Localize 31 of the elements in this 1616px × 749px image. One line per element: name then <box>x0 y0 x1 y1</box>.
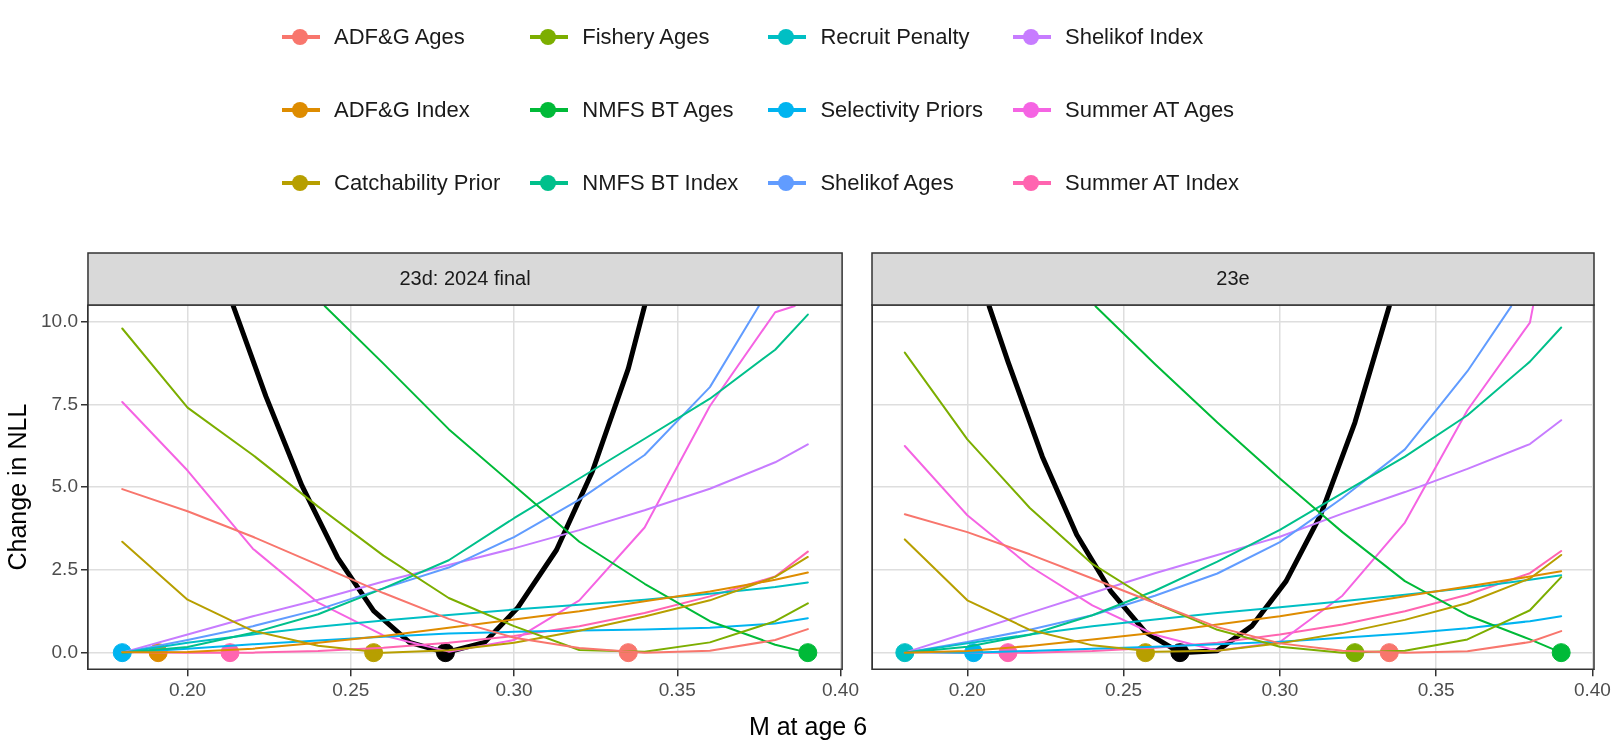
legend-label: Shelikof Index <box>1064 23 1204 50</box>
y-tick-label: 10.0 <box>41 309 78 331</box>
legend-label: Catchability Prior <box>334 169 501 196</box>
x-tick-label: 0.35 <box>1417 678 1455 700</box>
legend-label: NMFS BT Index <box>582 169 739 196</box>
legend-label: Selectivity Priors <box>820 96 983 123</box>
y-tick-label: 7.5 <box>51 392 78 414</box>
x-tick-label: 0.40 <box>1573 678 1611 700</box>
legend-label: ADF&G Index <box>334 96 470 123</box>
chart-title: 23e <box>1216 266 1250 289</box>
x-tick-label: 0.30 <box>1261 678 1299 700</box>
x-tick-label: 0.35 <box>658 678 696 700</box>
legend-label: Shelikof Ages <box>820 169 954 196</box>
legend-label: Summer AT Ages <box>1064 96 1235 123</box>
x-axis-title: M at age 6 <box>747 712 869 741</box>
x-tick-label: 0.40 <box>822 678 859 700</box>
x-tick-label: 0.30 <box>495 678 533 700</box>
chart-title: 23d: 2024 final <box>399 266 531 289</box>
x-tick-label: 0.20 <box>948 678 986 700</box>
y-tick-label: 0.0 <box>51 640 78 662</box>
legend-label: NMFS BT Ages <box>582 96 734 123</box>
y-axis-title: Change in NLL <box>2 403 31 571</box>
y-tick-label: 2.5 <box>51 558 78 580</box>
x-tick-label: 0.25 <box>332 678 370 700</box>
y-tick-label: 5.0 <box>51 475 78 497</box>
legend-label: Recruit Penalty <box>820 23 970 50</box>
x-tick-label: 0.25 <box>1105 678 1143 700</box>
legend-label: Fishery Ages <box>582 23 710 50</box>
x-tick-label: 0.20 <box>169 678 207 700</box>
legend-label: Summer AT Index <box>1064 169 1240 196</box>
legend-label: ADF&G Ages <box>334 23 465 50</box>
